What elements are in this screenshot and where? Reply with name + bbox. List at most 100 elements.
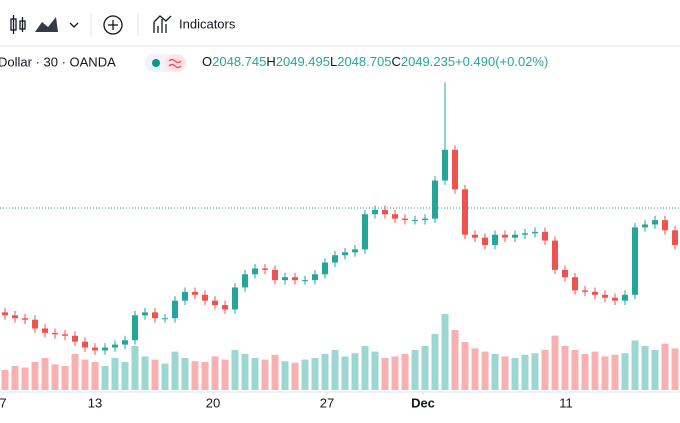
volume-bar: [571, 350, 579, 390]
volume-bar: [631, 340, 639, 390]
candle-body: [642, 224, 648, 228]
volume-bar: [651, 350, 659, 390]
candle-body: [522, 233, 528, 235]
candle-body: [262, 268, 268, 270]
candle-body: [662, 220, 668, 231]
change-pct: (+0.02%): [495, 54, 548, 69]
volume-bar: [441, 314, 449, 390]
candle-body: [542, 231, 548, 241]
candle-body: [142, 312, 148, 316]
volume-bar: [241, 354, 249, 390]
ohlc-letter: H: [266, 54, 275, 69]
volume-bar: [121, 362, 129, 390]
candle-body: [82, 341, 88, 348]
volume-bar: [611, 354, 619, 390]
candle-body: [322, 262, 328, 275]
candle-body: [402, 218, 408, 221]
compare-button[interactable]: [103, 15, 123, 35]
candle-type-button[interactable]: [10, 15, 26, 34]
ohlc-letter: O: [202, 54, 212, 69]
candle-body: [352, 249, 358, 253]
volume-bar: [351, 353, 359, 390]
candle-body: [282, 277, 288, 281]
volume-bar: [581, 354, 589, 390]
candle-body: [432, 180, 438, 219]
volume-bar: [471, 348, 479, 390]
volume-bar: [11, 366, 19, 390]
candle-body: [492, 234, 498, 245]
volume-bar: [481, 351, 489, 390]
candle-body: [192, 291, 198, 295]
x-tick-label: 11: [559, 395, 573, 410]
indicators-button[interactable]: Indicators: [153, 15, 236, 33]
volume-bar: [41, 358, 49, 390]
volume-bar: [461, 342, 469, 390]
volume-bar: [671, 348, 679, 390]
volume-bar: [321, 354, 329, 390]
candle-body: [182, 291, 188, 301]
volume-bar: [61, 366, 69, 390]
candle-body: [122, 340, 128, 345]
candle-body: [312, 274, 318, 281]
ohlc-value: 2049.235: [401, 54, 455, 69]
candle-body: [362, 214, 368, 250]
volume-bar: [221, 359, 229, 390]
candle-body: [2, 312, 8, 316]
ohlc-letter: L: [330, 54, 337, 69]
candle-body: [532, 231, 538, 234]
candle-body: [12, 315, 18, 319]
change: +0.490: [455, 54, 495, 69]
candle-body: [552, 240, 558, 270]
volume-bar: [231, 350, 239, 390]
volume-bar: [601, 356, 609, 390]
candle-body: [512, 234, 518, 238]
candle-body: [52, 332, 58, 335]
candle-body: [422, 218, 428, 221]
ohlc-value: 2049.495: [276, 54, 330, 69]
volume-bar: [201, 362, 209, 390]
volume-bar: [551, 335, 559, 390]
candle-body: [162, 318, 168, 320]
volume-bar: [171, 351, 179, 390]
candle-body: [372, 209, 378, 215]
candle-body: [442, 149, 448, 181]
candle-body: [652, 220, 658, 225]
candle-body: [252, 268, 258, 275]
candle-body: [392, 214, 398, 219]
candle-body: [592, 291, 598, 295]
volume-bar: [531, 353, 539, 390]
candle-body: [562, 269, 568, 278]
legend: Dollar · 30 · OANDA O2048.745H2049.495L2…: [0, 54, 548, 72]
ohlc-value: 2048.705: [337, 54, 391, 69]
candle-body: [152, 312, 158, 319]
x-tick-label: 27: [320, 395, 334, 410]
candle-body: [112, 344, 118, 348]
candle-body: [672, 230, 678, 245]
volume-bar: [131, 346, 139, 390]
candle-body: [622, 294, 628, 301]
volume-bar: [521, 354, 529, 390]
volume-bar: [161, 363, 169, 390]
candle-body: [132, 315, 138, 341]
volume-bar: [251, 358, 259, 390]
candle-body: [462, 189, 468, 235]
candle-body: [332, 255, 338, 263]
volume-bar: [191, 361, 199, 390]
candle-body: [232, 287, 238, 310]
volume-bar: [181, 358, 189, 390]
volume-bar: [361, 346, 369, 390]
volume-bar: [311, 358, 319, 390]
candle-body: [612, 297, 618, 301]
toolbar: Indicators: [0, 14, 680, 47]
candle-body: [172, 300, 178, 319]
chart-style-button[interactable]: [35, 17, 79, 32]
candle-body: [292, 277, 298, 281]
volume-bar: [261, 359, 269, 390]
volume-bar: [291, 362, 299, 390]
candle-body: [92, 347, 98, 351]
volume-bar: [501, 356, 509, 390]
volume-bar: [301, 359, 309, 390]
candle-body: [452, 149, 458, 190]
volume-bar: [91, 362, 99, 390]
volume-bar: [281, 361, 289, 390]
